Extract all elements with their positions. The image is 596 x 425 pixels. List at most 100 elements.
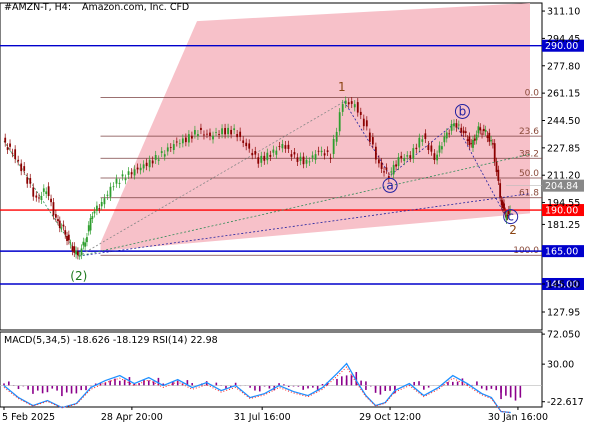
main-frame	[0, 2, 543, 331]
candle-body	[272, 149, 275, 153]
indicator-y-tick-label: 30.00	[547, 360, 574, 371]
level-tag	[542, 204, 584, 217]
fib-label: 23.6	[519, 127, 539, 137]
fib-label: 61.8	[519, 189, 539, 199]
candle-body	[11, 152, 14, 154]
candle-body	[302, 156, 305, 165]
y-tick-label: 181.25	[547, 220, 580, 231]
candle-body	[493, 143, 496, 162]
candle-body	[263, 155, 266, 161]
candle-body	[254, 151, 257, 155]
candle-body	[178, 143, 181, 145]
header-description: Amazon.com, Inc. CFD	[82, 2, 189, 13]
candle-body	[482, 128, 485, 131]
candle-body	[453, 123, 455, 127]
candle-body	[460, 127, 463, 133]
y-tick-label: 127.95	[547, 308, 580, 319]
candle-body	[365, 120, 368, 127]
candle-body	[380, 162, 383, 169]
candle-body	[501, 201, 504, 209]
candle-body	[438, 145, 441, 153]
candle-body	[472, 139, 474, 148]
candle-body	[29, 178, 32, 184]
candle-body	[87, 225, 90, 232]
candle-body	[484, 129, 487, 132]
candle-body	[281, 143, 284, 149]
candle-body	[6, 147, 9, 150]
candle-body	[42, 188, 45, 192]
candle-body	[317, 150, 320, 152]
candle-body	[260, 155, 263, 163]
candle-body	[148, 159, 151, 168]
candle-body	[287, 144, 290, 149]
candle-body	[266, 152, 269, 161]
candle-body	[490, 140, 492, 142]
candle-body	[299, 156, 302, 162]
candle-body	[248, 143, 251, 149]
candle-body	[507, 210, 510, 215]
wave-line	[78, 101, 345, 257]
candle-body	[60, 227, 63, 229]
candle-body	[468, 136, 471, 146]
candle-body	[278, 146, 281, 147]
candle-body	[257, 157, 260, 164]
candle-body	[403, 158, 406, 162]
candle-body	[23, 166, 26, 171]
candle-body	[455, 123, 458, 128]
candle-body	[209, 132, 211, 137]
candle-body	[362, 118, 365, 127]
candle-body	[145, 162, 148, 167]
candle-body	[67, 234, 70, 241]
y-tick-label: 145.00	[547, 279, 580, 290]
candle-body	[492, 143, 494, 145]
candle-body	[499, 183, 502, 198]
candle-body	[436, 154, 439, 161]
candle-body	[390, 171, 393, 173]
candle-body	[441, 146, 443, 150]
y-tick-label: 261.15	[547, 89, 580, 100]
candle-body	[224, 128, 226, 135]
candle-body	[215, 132, 217, 133]
candle-body	[112, 186, 115, 188]
x-tick-label: 29 Oct 12:00	[359, 412, 421, 423]
candle-body	[181, 138, 184, 144]
candle-body	[121, 174, 124, 177]
candle-body	[466, 139, 469, 141]
wave-label: c	[507, 210, 514, 224]
candle-body	[477, 126, 480, 134]
y-tick-label: 244.50	[547, 116, 580, 127]
candle-body	[103, 198, 106, 205]
candle-body	[347, 102, 350, 105]
indicator-panel[interactable]: MACD(5,34,5) -18.626 -18.129 RSI(14) 22.…	[0, 331, 543, 414]
wave-label: a	[386, 178, 393, 192]
wave-circle	[503, 209, 519, 225]
candle-body	[163, 154, 166, 157]
candle-body	[314, 154, 317, 160]
wave-label: b	[459, 104, 467, 118]
x-tick-label: 30 Jan 16:00	[488, 412, 548, 423]
candle-body	[269, 154, 272, 157]
candle-body	[64, 230, 67, 235]
candle-body	[200, 127, 202, 131]
candle-body	[57, 219, 59, 222]
candle-body	[462, 130, 465, 134]
candle-body	[32, 187, 35, 197]
candle-body	[445, 132, 448, 139]
candle-body	[481, 133, 483, 135]
candle-body	[305, 159, 308, 164]
candle-body	[184, 137, 187, 143]
candle-body	[448, 133, 451, 135]
candle-body	[227, 127, 229, 135]
candle-body	[127, 171, 130, 175]
level-tag-label: 290.00	[545, 41, 578, 52]
candle-body	[236, 134, 239, 138]
candle-body	[52, 202, 55, 216]
y-tick-label: 277.80	[547, 61, 580, 72]
candle-body	[26, 177, 29, 184]
candle-body	[71, 246, 74, 252]
candle-body	[443, 136, 446, 143]
candle-body	[54, 214, 57, 218]
fib-label: 50.0	[519, 169, 539, 179]
